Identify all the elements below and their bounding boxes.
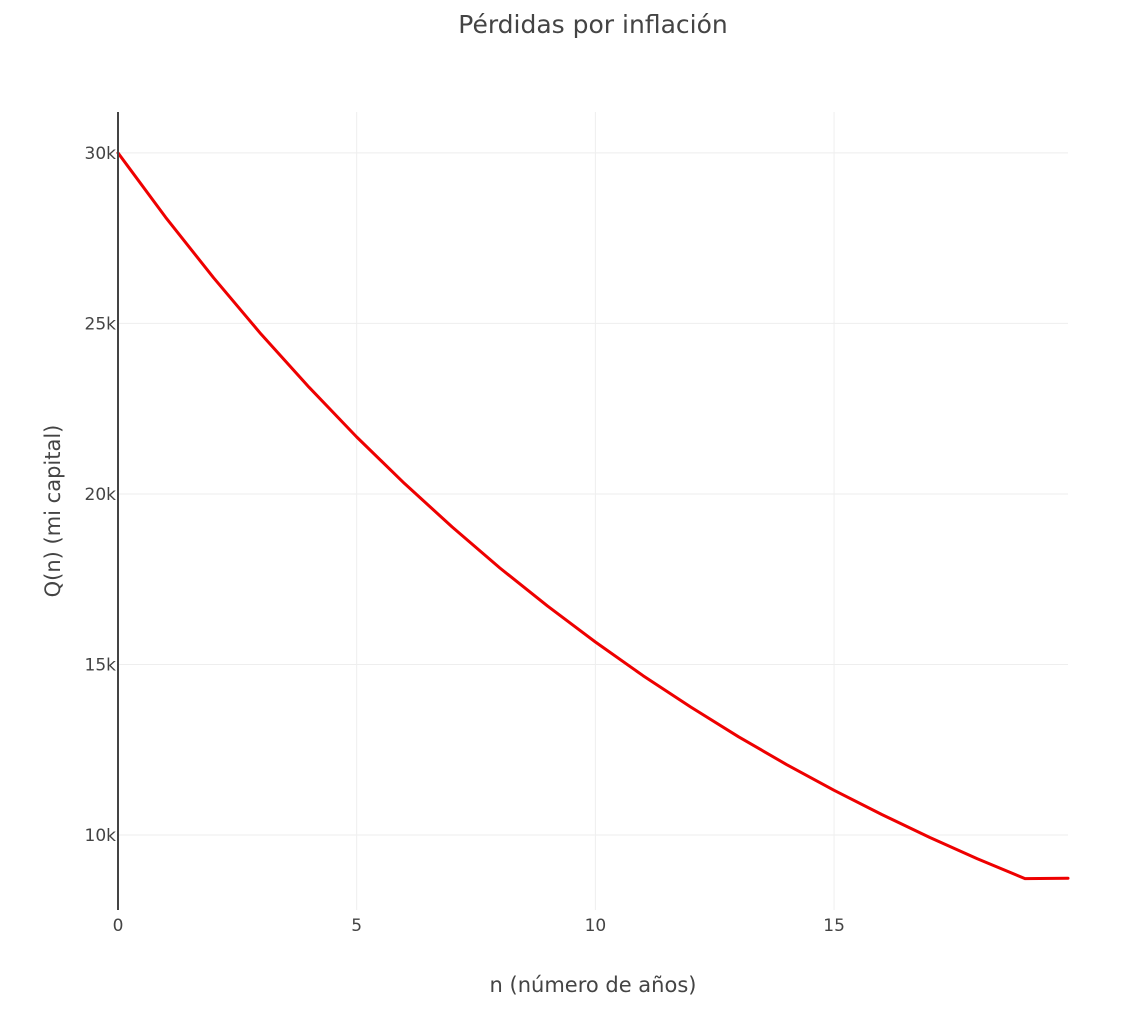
y-tick-labels: 10k 15k 20k 25k 30k xyxy=(85,144,117,846)
x-tick-label: 0 xyxy=(113,916,124,936)
y-axis-title: Q(n) (mi capital) xyxy=(41,425,65,598)
y-tick-label: 10k xyxy=(85,826,117,846)
x-tick-labels: 0 5 10 15 xyxy=(113,916,845,936)
series-line xyxy=(116,151,1070,881)
y-tick-label: 30k xyxy=(85,144,117,164)
y-tick-label: 15k xyxy=(85,655,117,675)
chart-title: Pérdidas por inflación xyxy=(458,10,727,39)
y-tick-label: 20k xyxy=(85,485,117,505)
x-axis-title: n (número de años) xyxy=(490,973,697,997)
x-tick-label: 15 xyxy=(823,916,845,936)
x-tick-label: 10 xyxy=(585,916,607,936)
y-tick-label: 25k xyxy=(85,314,117,334)
x-tick-label: 5 xyxy=(351,916,362,936)
series-layer xyxy=(116,151,1070,881)
y-gridlines xyxy=(118,152,1068,836)
x-gridlines xyxy=(356,112,835,910)
